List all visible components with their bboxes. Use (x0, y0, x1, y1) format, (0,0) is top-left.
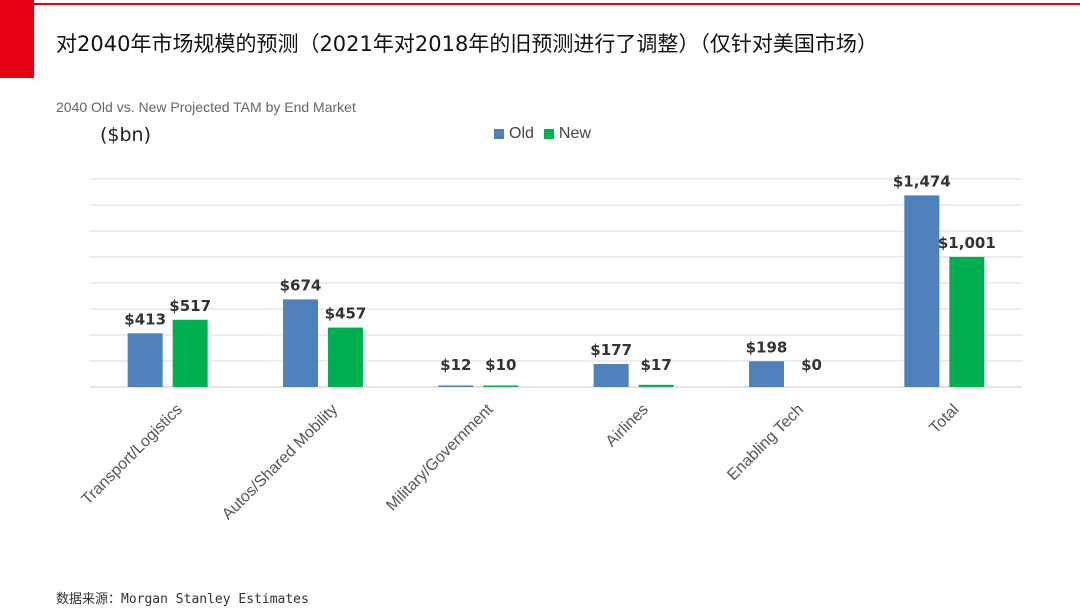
category-label-autos-shared-mobility: Autos/Shared Mobility (219, 401, 341, 523)
data-label-old-enabling-tech: $198 (746, 338, 788, 356)
data-label-old-autos-shared-mobility: $674 (280, 276, 322, 294)
legend-swatch-old (494, 129, 504, 139)
data-label-old-military-government: $12 (440, 356, 471, 374)
bar-old-enabling-tech (749, 361, 784, 387)
category-label-airlines: Airlines (603, 401, 652, 450)
legend: Old New (494, 125, 601, 143)
source-note: 数据来源：Morgan Stanley Estimates (56, 592, 309, 607)
data-label-new-autos-shared-mobility: $457 (325, 305, 367, 323)
accent-bar (0, 0, 34, 78)
data-label-old-airlines: $177 (590, 341, 632, 359)
bar-new-airlines (638, 384, 674, 387)
unit-label: ($bn) (100, 124, 152, 146)
legend-swatch-new (543, 129, 554, 139)
data-label-new-airlines: $17 (641, 356, 672, 374)
bar-old-airlines (593, 363, 629, 387)
page-title: 对2040年市场规模的预测（2021年对2018年的旧预测进行了调整）（仅针对美… (56, 32, 878, 56)
data-label-old-transport-logistics: $413 (124, 310, 166, 328)
legend-item-new: New (543, 125, 591, 143)
category-label-total: Total (927, 401, 963, 437)
category-label-enabling-tech: Enabling Tech (724, 401, 807, 484)
category-label-military-government: Military/Government (383, 401, 497, 515)
chart-title: 2040 Old vs. New Projected TAM by End Ma… (56, 99, 356, 115)
bar-old-military-government (438, 385, 474, 387)
legend-label-new: New (558, 125, 591, 142)
bar-new-total (949, 256, 985, 387)
legend-label-old: Old (509, 125, 534, 142)
data-label-new-military-government: $10 (485, 356, 516, 374)
legend-item-old: Old (494, 125, 534, 143)
data-label-new-total: $1,001 (938, 234, 996, 252)
data-label-new-transport-logistics: $517 (169, 297, 211, 315)
bar-old-autos-shared-mobility (283, 299, 318, 387)
category-label-transport-logistics: Transport/Logistics (79, 401, 186, 508)
bar-old-transport-logistics (127, 333, 163, 387)
bar-new-transport-logistics (172, 319, 208, 387)
bar-chart: $413$517 Transport/Logistics $674$457 Autos… (79, 172, 1022, 523)
bar-new-military-government (483, 385, 519, 387)
data-label-old-total: $1,474 (893, 172, 951, 190)
bar-old-total (904, 195, 940, 387)
header-rule (34, 3, 1080, 5)
data-label-new-enabling-tech: $0 (801, 356, 822, 374)
bar-new-autos-shared-mobility (328, 327, 363, 387)
